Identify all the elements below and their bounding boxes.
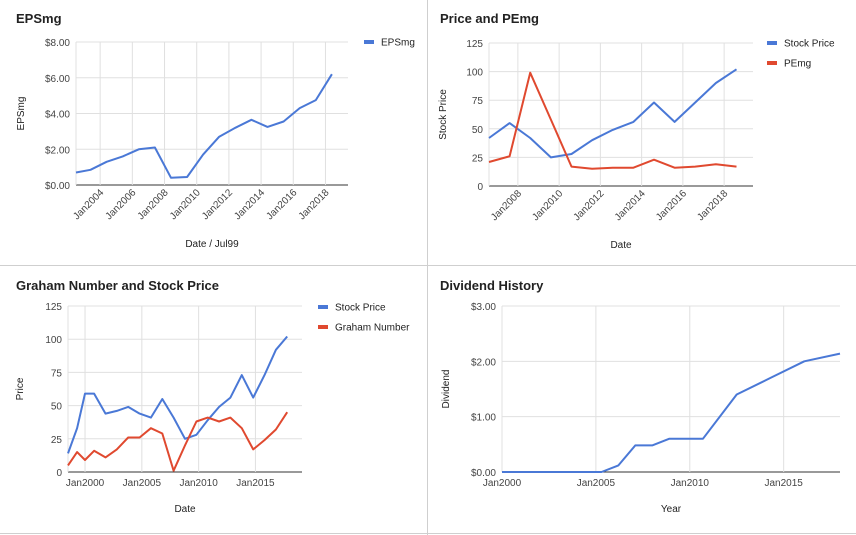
legend-swatch (318, 325, 328, 329)
series-line-graham-number (67, 411, 289, 472)
x-tick-label: Jan2018 (297, 187, 332, 222)
x-tick-label: Jan2015 (764, 478, 803, 489)
x-tick-label: Jan2000 (66, 478, 105, 489)
x-tick-label: Jan2016 (264, 187, 299, 222)
legend-label: Graham Number (335, 323, 410, 334)
x-tick-label: Jan2010 (179, 478, 218, 489)
y-tick-label: $2.00 (471, 357, 496, 368)
y-tick-label: 50 (472, 125, 484, 136)
y-tick-label: $3.00 (471, 302, 496, 313)
series-line-dividend (502, 352, 841, 473)
legend-label: PEmg (784, 59, 811, 70)
legend-swatch (767, 41, 777, 45)
y-tick-label: 125 (45, 302, 62, 313)
x-tick-label: Jan2014 (613, 188, 648, 223)
y-tick-label: $6.00 (45, 74, 70, 85)
panel-divider-horizontal (0, 265, 856, 266)
x-tick-label: Jan2014 (232, 187, 267, 222)
y-tick-label: 75 (51, 368, 63, 379)
legend-swatch (364, 40, 374, 44)
x-tick-label: Jan2006 (104, 187, 139, 222)
y-axis-title: Dividend (441, 370, 452, 409)
x-axis-title: Date / Jul99 (185, 239, 239, 250)
eps-chart: EPSmg$0.00$2.00$4.00$6.00$8.00Jan2004Jan… (16, 11, 415, 250)
x-axis-title: Date (610, 240, 632, 251)
x-tick-label: Jan2010 (168, 187, 203, 222)
y-axis-title: Stock Price (438, 89, 449, 140)
legend-label: Stock Price (335, 303, 386, 314)
legend-label: Stock Price (784, 39, 835, 50)
legend-swatch (767, 61, 777, 65)
y-tick-label: 25 (472, 153, 484, 164)
chart-title: Dividend History (440, 278, 544, 293)
panel-divider-vertical (427, 0, 428, 535)
x-axis-title: Year (661, 504, 682, 515)
graham-number-chart: Graham Number and Stock Price 0 25 50 75 100 1… (15, 278, 410, 515)
x-tick-label: Jan2010 (671, 478, 710, 489)
legend-label: EPSmg (381, 38, 415, 49)
series-line-pemg (488, 71, 737, 170)
x-axis-title: Date (174, 504, 196, 515)
x-tick-label: Jan2016 (654, 188, 689, 223)
legend-swatch (318, 305, 328, 309)
y-tick-label: $8.00 (45, 38, 70, 49)
y-tick-label: 75 (472, 96, 484, 107)
y-tick-label: 25 (51, 435, 63, 446)
series-line-epsmg (75, 73, 333, 179)
chart-title: EPSmg (16, 11, 62, 26)
x-tick-label: Jan2012 (200, 187, 235, 222)
x-tick-label: Jan2005 (577, 478, 616, 489)
x-tick-label: Jan2008 (489, 188, 524, 223)
y-tick-label: 0 (477, 182, 483, 193)
x-tick-label: Jan2015 (236, 478, 275, 489)
x-tick-label: Jan2012 (572, 188, 607, 223)
x-tick-label: Jan2000 (483, 478, 522, 489)
chart-title: Price and PEmg (440, 11, 539, 26)
y-tick-label: 125 (466, 39, 483, 50)
series-line-stock-price (488, 68, 738, 159)
y-tick-label: $2.00 (45, 145, 70, 156)
y-tick-label: 0 (56, 468, 62, 479)
dividend-history-chart: Dividend History $0.00 $1.00 $2.00 $3.00 Jan2… (440, 278, 841, 515)
y-tick-label: 100 (466, 68, 483, 79)
x-tick-label: Jan2008 (136, 187, 171, 222)
x-tick-label: Jan2010 (530, 188, 565, 223)
y-tick-label: $0.00 (471, 468, 496, 479)
x-tick-label: Jan2004 (71, 187, 106, 222)
y-tick-label: 50 (51, 402, 63, 413)
x-tick-label: Jan2005 (123, 478, 162, 489)
y-tick-label: 100 (45, 335, 62, 346)
y-tick-label: $0.00 (45, 181, 70, 192)
chart-title: Graham Number and Stock Price (16, 278, 219, 293)
series-line-stock-price (67, 335, 288, 454)
bottom-border (0, 533, 856, 534)
y-axis-title: Price (15, 377, 26, 400)
x-tick-label: Jan2018 (695, 188, 730, 223)
y-tick-label: $4.00 (45, 110, 70, 121)
y-tick-label: $1.00 (471, 413, 496, 424)
y-axis-title: EPSmg (16, 97, 27, 131)
